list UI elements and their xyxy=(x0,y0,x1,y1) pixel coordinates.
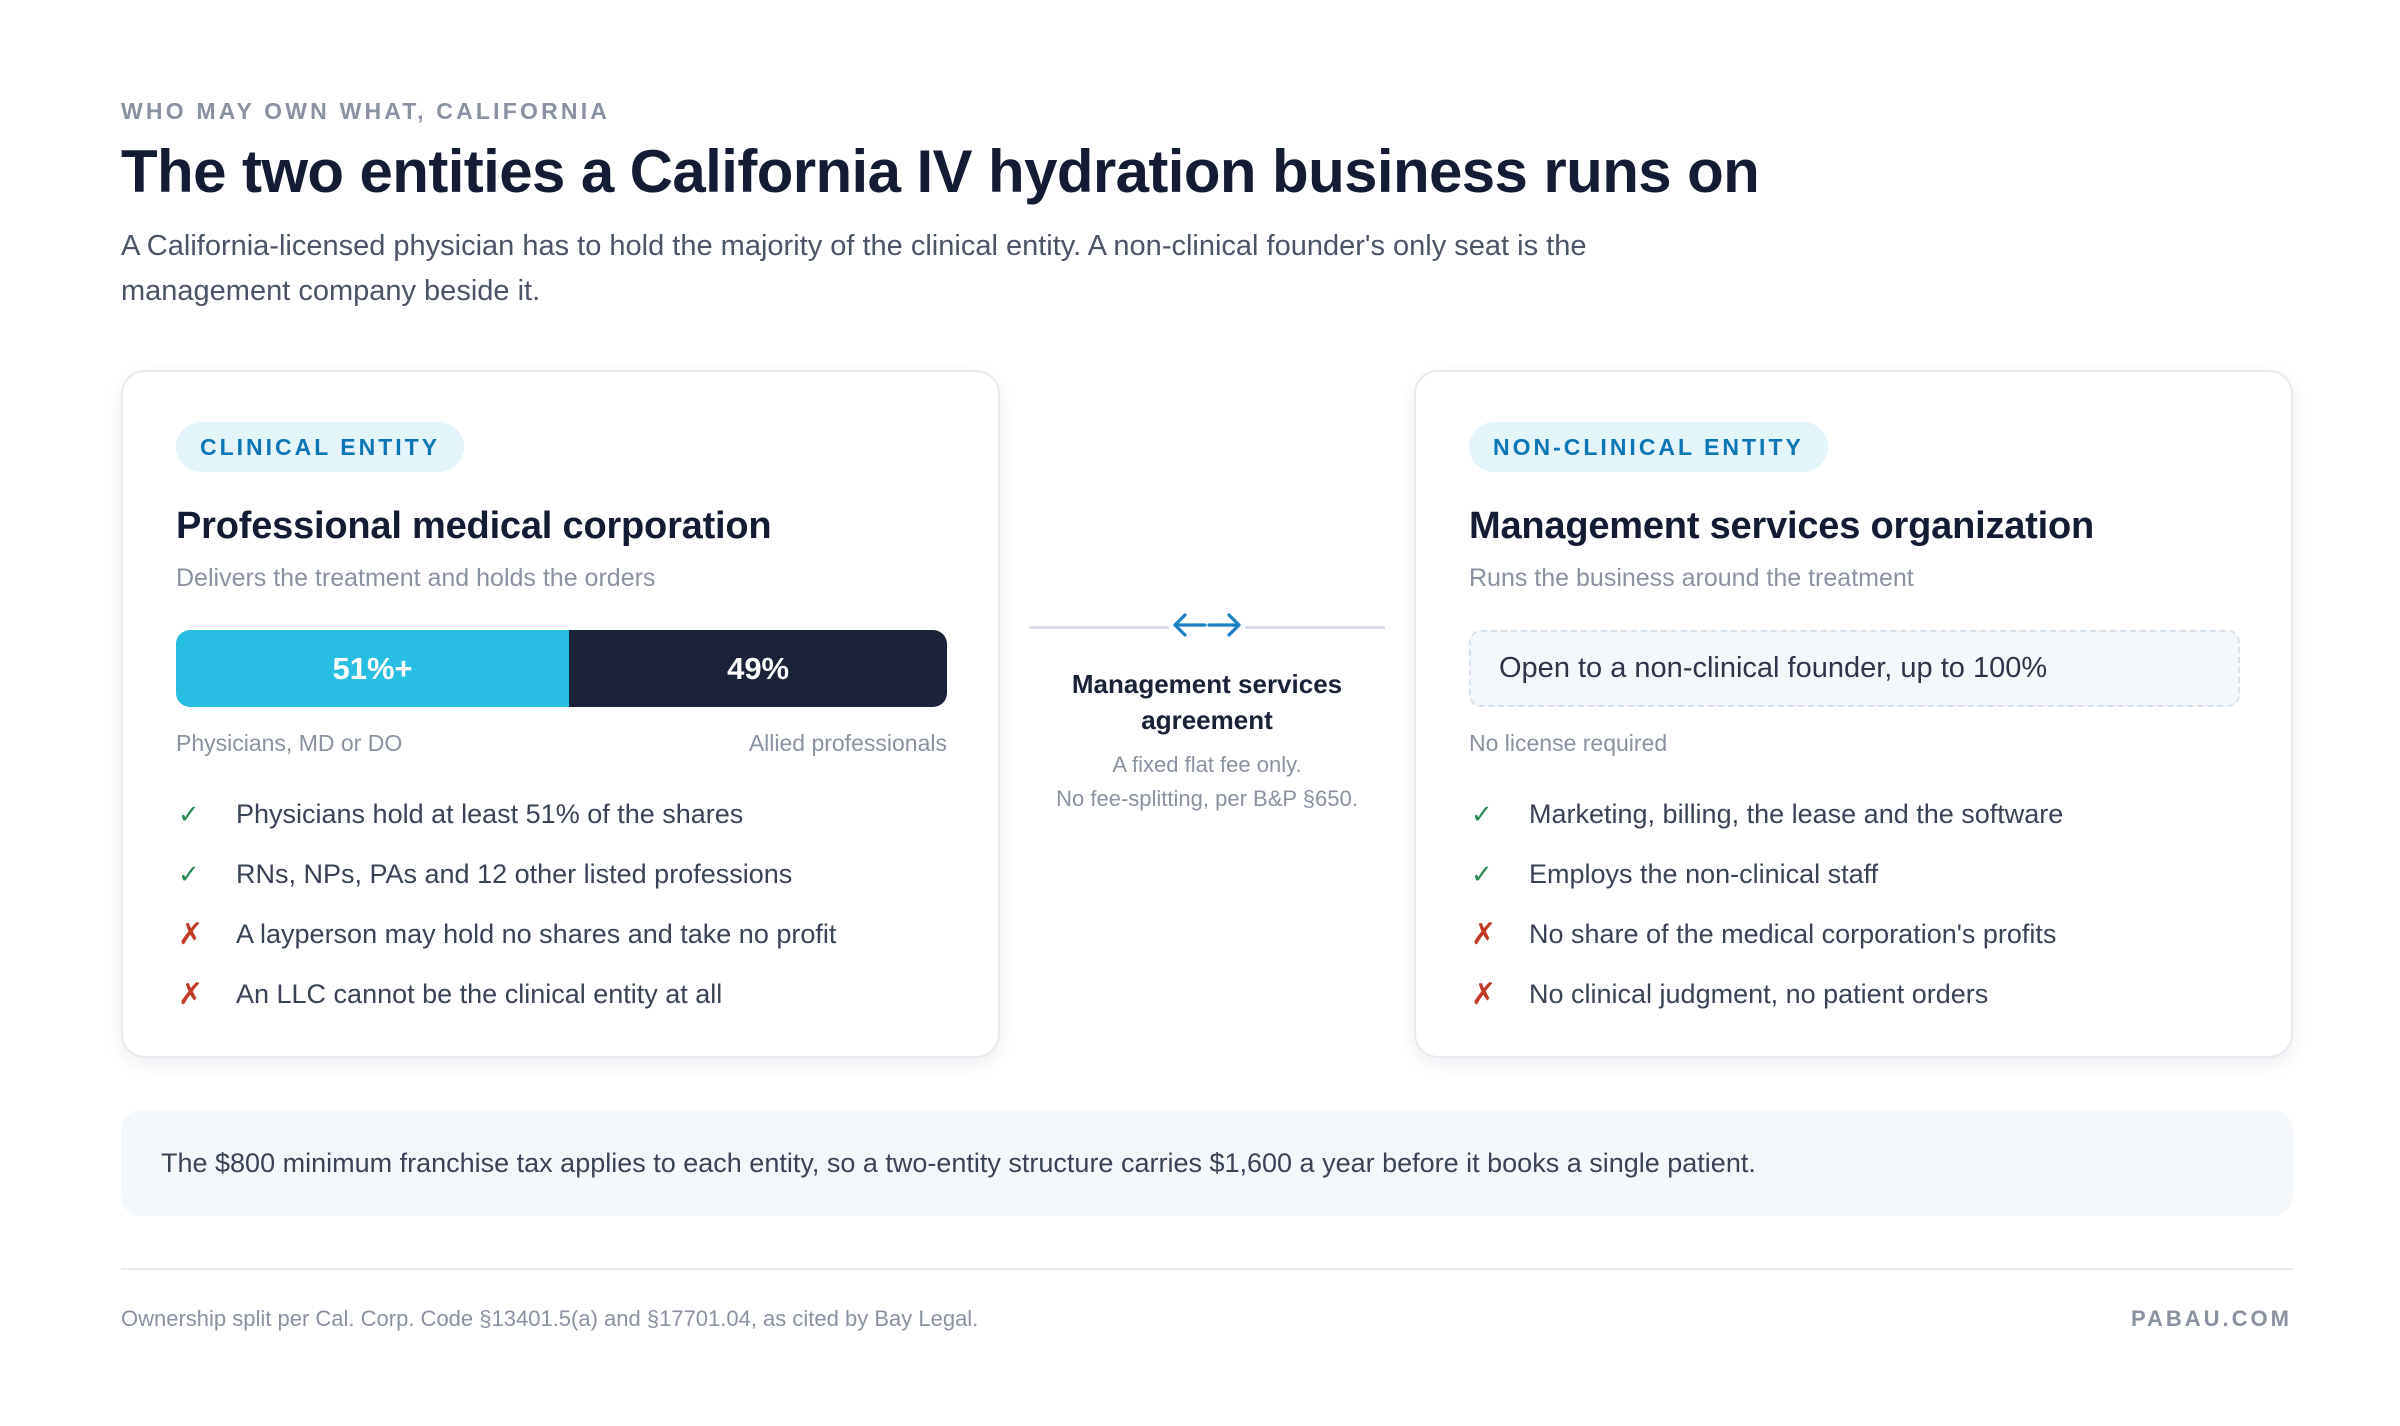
list-item-text: Marketing, billing, the lease and the so… xyxy=(1529,798,2064,829)
cross-icon: ✗ xyxy=(1471,977,1497,1011)
list-item-text: An LLC cannot be the clinical entity at … xyxy=(236,978,723,1009)
agreement-note-line-2: No fee-splitting, per B&P §650. xyxy=(1056,786,1358,811)
list-item-text: No clinical judgment, no patient orders xyxy=(1529,978,1989,1009)
non-clinical-entity-subtitle: Runs the business around the treatment xyxy=(1469,564,1914,592)
double-arrow-icon xyxy=(1173,613,1241,637)
split-captions: Physicians, MD or DO Allied professional… xyxy=(176,728,947,758)
non-clinical-entity-card: NON-CLINICAL ENTITY Management services … xyxy=(1414,370,2293,1058)
check-icon: ✓ xyxy=(1471,798,1493,829)
connector xyxy=(1029,600,1385,656)
allied-share-segment: 49% xyxy=(569,630,947,707)
list-item: ✓ Marketing, billing, the lease and the … xyxy=(1469,784,2240,844)
list-item-text: RNs, NPs, PAs and 12 other listed profes… xyxy=(236,858,793,889)
connector-line-left xyxy=(1029,626,1169,629)
list-item: ✗ No clinical judgment, no patient order… xyxy=(1469,964,2240,1024)
source-note: Ownership split per Cal. Corp. Code §134… xyxy=(121,1306,979,1331)
management-agreement-link: Management services agreement A fixed fl… xyxy=(1029,600,1385,816)
eyebrow: WHO MAY OWN WHAT, CALIFORNIA xyxy=(121,98,611,124)
franchise-tax-callout: The $800 minimum franchise tax applies t… xyxy=(121,1110,2293,1216)
list-item: ✓ Employs the non-clinical staff xyxy=(1469,844,2240,904)
list-item: ✓ Physicians hold at least 51% of the sh… xyxy=(176,784,947,844)
allied-caption: Allied professionals xyxy=(748,730,947,756)
ownership-split-bar: 51%+ 49% xyxy=(176,630,947,707)
cross-icon: ✗ xyxy=(178,977,204,1011)
agreement-note: A fixed flat fee only. No fee-splitting,… xyxy=(1029,748,1385,816)
non-clinical-rules-list: ✓ Marketing, billing, the lease and the … xyxy=(1469,784,2240,1024)
clinical-entity-title: Professional medical corporation xyxy=(176,505,772,547)
check-icon: ✓ xyxy=(178,858,200,889)
no-license-caption: No license required xyxy=(1469,730,1668,756)
check-icon: ✓ xyxy=(178,798,200,829)
agreement-note-line-1: A fixed flat fee only. xyxy=(1112,752,1302,777)
list-item-text: Employs the non-clinical staff xyxy=(1529,858,1879,889)
cross-icon: ✗ xyxy=(1471,917,1497,951)
list-item-text: A layperson may hold no shares and take … xyxy=(236,918,837,949)
list-item-text: No share of the medical corporation's pr… xyxy=(1529,918,2057,949)
header: WHO MAY OWN WHAT, CALIFORNIA The two ent… xyxy=(121,96,1781,314)
physicians-share-segment: 51%+ xyxy=(176,630,570,707)
list-item-text: Physicians hold at least 51% of the shar… xyxy=(236,798,744,829)
cross-icon: ✗ xyxy=(178,917,204,951)
non-clinical-entity-title: Management services organization xyxy=(1469,505,2095,547)
physicians-caption: Physicians, MD or DO xyxy=(176,730,403,756)
footer-divider xyxy=(121,1268,2293,1270)
list-item: ✗ An LLC cannot be the clinical entity a… xyxy=(176,964,947,1024)
clinical-entity-tag: CLINICAL ENTITY xyxy=(176,422,465,472)
ownership-open-box: Open to a non-clinical founder, up to 10… xyxy=(1469,630,2240,707)
clinical-rules-list: ✓ Physicians hold at least 51% of the sh… xyxy=(176,784,947,1024)
page-title: The two entities a California IV hydrati… xyxy=(121,138,1760,205)
brand-logo: PABAU.COM xyxy=(2130,1306,2292,1331)
check-icon: ✓ xyxy=(1471,858,1493,889)
agreement-title: Management services agreement xyxy=(1071,669,1343,735)
list-item: ✗ No share of the medical corporation's … xyxy=(1469,904,2240,964)
clinical-entity-card: CLINICAL ENTITY Professional medical cor… xyxy=(121,370,1000,1058)
list-item: ✗ A layperson may hold no shares and tak… xyxy=(176,904,947,964)
connector-line-right xyxy=(1245,626,1385,629)
clinical-entity-subtitle: Delivers the treatment and holds the ord… xyxy=(176,564,656,592)
page-subtitle: A California-licensed physician has to h… xyxy=(121,230,1587,307)
list-item: ✓ RNs, NPs, PAs and 12 other listed prof… xyxy=(176,844,947,904)
non-clinical-entity-tag: NON-CLINICAL ENTITY xyxy=(1469,422,1828,472)
